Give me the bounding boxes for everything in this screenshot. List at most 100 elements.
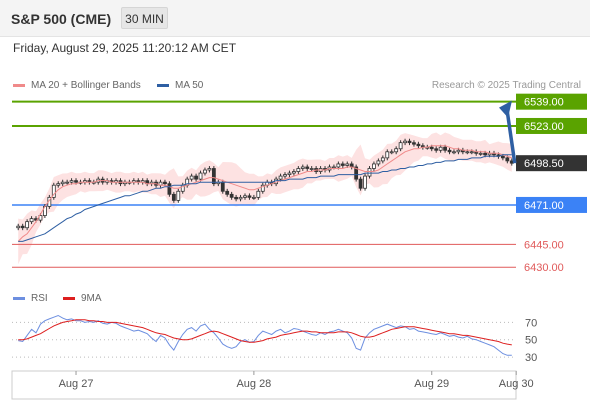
candle (278, 175, 283, 180)
candle (292, 171, 296, 174)
candle (163, 181, 167, 185)
candle (16, 225, 21, 229)
legend-rsi-ma: 9MA (63, 293, 102, 304)
ma50-line (18, 154, 512, 242)
ma20-swatch-icon (13, 83, 25, 87)
candle (434, 148, 439, 151)
candle (478, 152, 483, 155)
candle (398, 142, 403, 150)
ma50-swatch-icon (157, 83, 169, 87)
candle (300, 166, 305, 169)
candle (203, 169, 207, 174)
level-label-1: 6523.00 (524, 121, 564, 133)
research-credit: Research © 2025 Trading Central (431, 80, 581, 91)
candle (443, 146, 447, 151)
candle (20, 225, 25, 229)
candle (500, 155, 505, 159)
candle (229, 193, 234, 198)
rsi-ma-swatch-icon (63, 296, 75, 300)
candle (38, 215, 43, 221)
candle (247, 195, 252, 198)
level-box-3 (516, 196, 587, 213)
candle (65, 181, 70, 184)
candle (194, 175, 198, 180)
candle (385, 151, 390, 159)
candle (60, 181, 65, 185)
x-axis-frame (11, 370, 517, 400)
timestamp: Friday, August 29, 2025 11:20:12 AM CET (13, 41, 237, 55)
candle (456, 149, 461, 153)
candle (429, 146, 434, 150)
candle (416, 143, 421, 147)
candle (389, 151, 394, 154)
candle (407, 140, 412, 144)
candle (238, 196, 243, 200)
candle (243, 195, 247, 198)
legend-rsi-ma-label: 9MA (81, 293, 102, 304)
candle (207, 168, 212, 171)
candle (403, 140, 407, 144)
candle (69, 180, 74, 183)
level-label-2: 6498.50 (524, 158, 564, 170)
legend-ma20-label: MA 20 + Bollinger Bands (31, 80, 141, 91)
candle (29, 218, 34, 223)
x-tick-label: Aug 27 (59, 378, 94, 390)
candle (74, 180, 78, 183)
candle (505, 157, 510, 162)
ma20-line (17, 145, 512, 242)
candle (340, 163, 345, 166)
candle (394, 148, 399, 153)
legend-ma50: MA 50 (157, 80, 203, 91)
candle (438, 146, 443, 151)
candle (25, 221, 30, 229)
candle (234, 196, 238, 200)
candle (220, 181, 225, 192)
rsi-tick-label: 30 (525, 352, 537, 364)
timeframe-button[interactable]: 30 MIN (121, 7, 168, 29)
level-label-5: 6430.00 (524, 262, 564, 274)
level-box-2 (516, 155, 587, 172)
candle (345, 163, 350, 166)
level-label-0: 6539.00 (524, 97, 564, 109)
level-box-0 (516, 93, 587, 110)
candle (358, 178, 363, 189)
candle (367, 168, 372, 177)
instrument-title: S&P 500 (CME) (11, 11, 112, 27)
candle (225, 190, 230, 195)
level-label-3: 6471.00 (524, 200, 564, 212)
legend-ma20: MA 20 + Bollinger Bands (13, 80, 141, 91)
rsi-tick-label: 70 (525, 317, 537, 329)
legend-rsi-label: RSI (31, 293, 48, 304)
candle (465, 151, 470, 154)
candle (376, 160, 381, 165)
candle (51, 184, 56, 198)
candle (452, 151, 456, 154)
x-tick-label: Aug 28 (236, 378, 271, 390)
x-tick-label: Aug 29 (414, 378, 449, 390)
bollinger-band (18, 132, 512, 265)
projection-arrow-head (499, 100, 512, 118)
projection-arrow-shaft (505, 109, 517, 164)
x-tick-label: Aug 30 (499, 378, 534, 390)
candle (251, 196, 256, 199)
candle (287, 172, 292, 175)
candle (260, 184, 265, 192)
candle (363, 175, 367, 189)
candle (412, 142, 416, 145)
candle (167, 183, 172, 195)
candle (305, 166, 310, 169)
candle (483, 152, 487, 156)
candle (296, 168, 301, 172)
candle (176, 190, 181, 201)
legend-rsi: RSI (13, 293, 48, 304)
rsi-tick-label: 50 (525, 335, 537, 347)
chart-header: S&P 500 (CME) 30 MIN (0, 0, 590, 37)
level-label-4: 6445.00 (524, 239, 564, 251)
candle (309, 168, 314, 170)
legend-ma50-label: MA 50 (175, 80, 204, 91)
candle (372, 163, 376, 169)
candle (283, 174, 287, 177)
candle (56, 183, 61, 186)
candle (211, 168, 216, 185)
